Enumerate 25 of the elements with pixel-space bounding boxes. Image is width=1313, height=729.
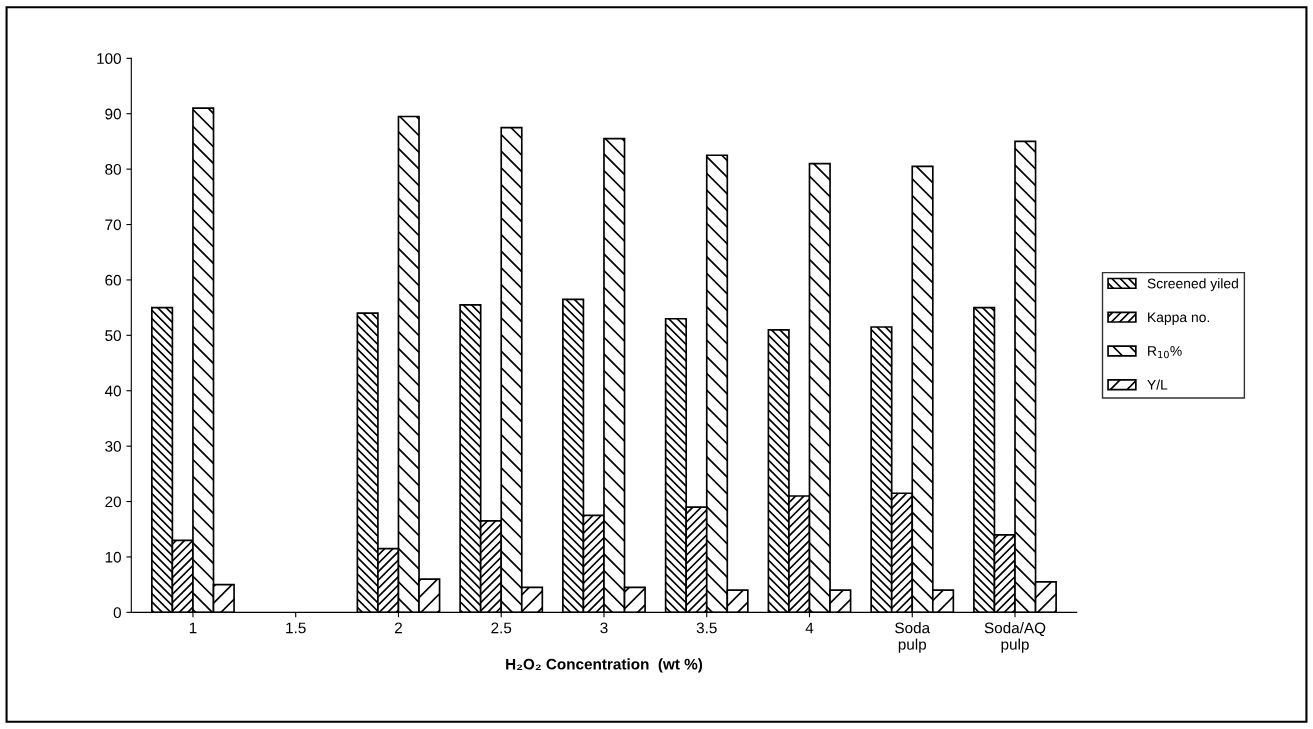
x-axis-title: H₂O₂ Concentration (wt %) — [506, 658, 703, 673]
y-tick-label: 0 — [113, 607, 121, 619]
y-tick-label: 20 — [105, 496, 121, 508]
y-tick-label: 80 — [105, 164, 121, 175]
y-tick-label: 40 — [104, 385, 121, 397]
x-tick-label: 3 — [600, 622, 608, 634]
x-tick-label: 1.5 — [286, 622, 306, 634]
y-tick-label: 60 — [105, 274, 121, 286]
y-tick-label: 10 — [105, 551, 121, 563]
x-tick-label: 2.5 — [491, 622, 512, 634]
legend-label: Kappa no. — [1148, 312, 1210, 325]
x-tick-label: 3.5 — [696, 622, 717, 634]
x-tick-label: Soda pulp — [895, 622, 931, 653]
y-tick-label: 100 — [97, 53, 121, 65]
y-tick-label: 50 — [105, 330, 121, 342]
y-tick-label: 90 — [105, 108, 121, 120]
x-tick-label: 2 — [394, 622, 402, 634]
y-tick-label: 70 — [105, 219, 121, 231]
x-tick-label: Soda/AQ pulp — [984, 622, 1046, 653]
legend-label: Screened yiled — [1147, 278, 1238, 292]
legend-label: Y/L — [1147, 379, 1168, 390]
y-tick-label: 30 — [105, 441, 121, 452]
x-tick-label: 4 — [805, 622, 814, 634]
x-tick-label: 1 — [189, 622, 197, 634]
legend-label: R$_{10}$% — [1148, 346, 1182, 359]
